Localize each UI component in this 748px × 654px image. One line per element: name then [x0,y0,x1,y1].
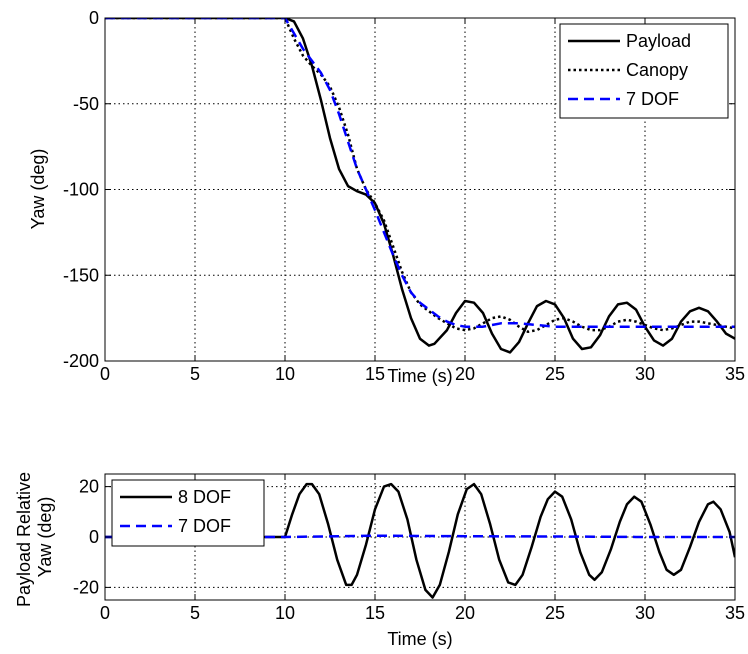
x-tick-label: 15 [365,603,385,623]
legend: 8 DOF 7 DOF [111,479,265,547]
yaw-chart: 0 5 10 15 20 25 30 35 0 -50 -100 -150 -200 Time (s)… [28,8,745,386]
x-tick-label: 0 [100,364,110,384]
x-tick-label: 0 [100,603,110,623]
y-tick-label: -100 [63,180,99,200]
y-tick-label: 0 [89,8,99,28]
x-axis-label: Time (s) [387,629,452,649]
y-axis-label: Yaw (deg) [28,149,48,230]
series-line-7-dof [105,18,735,328]
legend-label: Canopy [626,60,688,80]
y-tick-label: 20 [79,477,99,497]
series-line-7-dof [105,534,735,539]
series-line-8-dof [105,482,735,599]
legend-box [111,479,265,547]
legend-box [559,23,729,119]
x-tick-label: 5 [190,603,200,623]
series-line-payload [105,18,735,354]
legend-label: 8 DOF [178,487,231,507]
y-axis-label-line-2: Yaw (deg) [35,497,55,578]
x-tick-label: 35 [725,364,745,384]
series-lines [105,482,735,599]
tick-marks [104,17,736,362]
x-tick-label: 10 [275,364,295,384]
x-tick-label: 25 [545,364,565,384]
x-tick-labels: 0 5 10 15 20 25 30 35 [100,364,745,384]
legend-label: Payload [626,31,691,51]
x-tick-label: 5 [190,364,200,384]
x-tick-label: 25 [545,603,565,623]
x-tick-label: 10 [275,603,295,623]
legend-label: 7 DOF [626,89,679,109]
x-tick-label: 30 [635,364,655,384]
y-tick-label: 0 [89,527,99,547]
y-tick-label: -150 [63,265,99,285]
y-tick-labels: 0 -50 -100 -150 -200 [63,8,99,371]
y-tick-label: -50 [73,94,99,114]
x-axis-label: Time (s) [387,366,452,386]
y-axis-label: Payload Relative Yaw (deg) [14,467,55,607]
y-tick-label: -20 [73,577,99,597]
y-axis-label-line-1: Payload Relative [14,472,34,607]
x-tick-label: 30 [635,603,655,623]
legend: Payload Canopy 7 DOF [559,23,729,119]
series-lines [105,18,735,354]
x-tick-label: 20 [455,364,475,384]
x-tick-label: 15 [365,364,385,384]
x-tick-labels: 0 5 10 15 20 25 30 35 [100,603,745,623]
legend-label: 7 DOF [178,516,231,536]
x-tick-label: 20 [455,603,475,623]
y-tick-label: -200 [63,351,99,371]
tick-marks [104,474,736,600]
series-line-canopy [105,18,735,334]
x-tick-label: 35 [725,603,745,623]
relative-yaw-chart: 0 5 10 15 20 25 30 35 200-20 Time (s) Payload R… [14,467,745,649]
grid-lines [105,18,735,361]
y-tick-labels: 20 0 -20 [73,477,99,598]
